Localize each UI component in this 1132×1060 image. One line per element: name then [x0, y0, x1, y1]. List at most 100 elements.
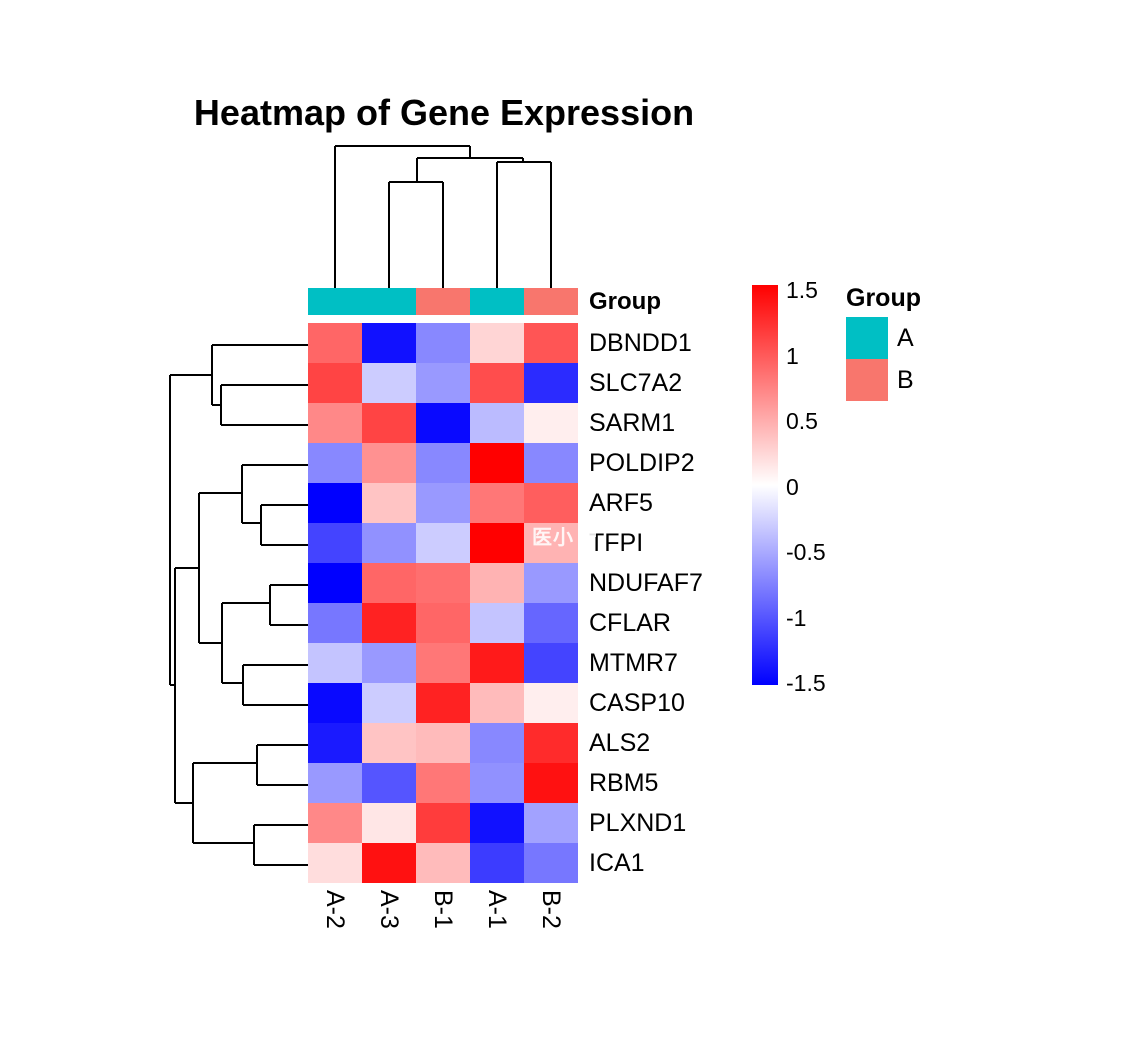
annotation-cell-A-1 [470, 288, 524, 315]
heatmap-cell [416, 803, 470, 843]
heatmap-cell [308, 843, 362, 883]
annotation-cell-A-3 [362, 288, 416, 315]
heatmap-cell [416, 843, 470, 883]
heatmap-cell [470, 643, 524, 683]
heatmap-cell [308, 403, 362, 443]
column-label-A-1: A-1 [483, 890, 511, 929]
heatmap-cell [308, 603, 362, 643]
row-label-ARF5: ARF5 [589, 489, 653, 517]
row-label-ICA1: ICA1 [589, 849, 645, 877]
heatmap-cell [524, 843, 578, 883]
annotation-cell-B-1 [416, 288, 470, 315]
heatmap-cell [470, 763, 524, 803]
heatmap-cell [524, 763, 578, 803]
row-label-PLXND1: PLXND1 [589, 809, 687, 837]
heatmap-cell [416, 523, 470, 563]
legend-swatch-A [846, 317, 888, 359]
heatmap-cell [416, 603, 470, 643]
row-label-TFPI: TFPI [589, 529, 644, 557]
heatmap-cell [362, 803, 416, 843]
heatmap-cell [416, 563, 470, 603]
column-label-B-1: B-1 [429, 890, 457, 929]
row-label-DBNDD1: DBNDD1 [589, 329, 692, 357]
heatmap-cell [524, 403, 578, 443]
colorbar-tick-label: 0 [786, 473, 799, 500]
row-label-RBM5: RBM5 [589, 769, 659, 797]
heatmap-cell [308, 323, 362, 363]
annotation-cell-B-2 [524, 288, 578, 315]
heatmap-cell [470, 483, 524, 523]
heatmap-cell [416, 443, 470, 483]
heatmap-cell [362, 483, 416, 523]
watermark: 医小 [532, 527, 574, 549]
heatmap-cell [416, 643, 470, 683]
legend-swatch-B [846, 359, 888, 401]
heatmap-cell [524, 363, 578, 403]
heatmap-cell [362, 443, 416, 483]
colorbar-tick-label: 1.5 [786, 277, 818, 303]
heatmap-cell [524, 563, 578, 603]
colorbar-tick-label: 1 [786, 342, 799, 369]
heatmap-cell [362, 643, 416, 683]
heatmap-cell [524, 803, 578, 843]
heatmap-cell [362, 763, 416, 803]
heatmap-cell [524, 483, 578, 523]
row-label-CFLAR: CFLAR [589, 609, 671, 637]
heatmap-cell [308, 723, 362, 763]
column-label-A-3: A-3 [375, 890, 403, 929]
heatmap-cell [470, 443, 524, 483]
annotation-cell-A-2 [308, 288, 362, 315]
heatmap-cell [416, 323, 470, 363]
heatmap-cell [524, 323, 578, 363]
heatmap-cell [524, 683, 578, 723]
row-label-ALS2: ALS2 [589, 729, 651, 757]
heatmap-cell [362, 523, 416, 563]
heatmap-cell [470, 603, 524, 643]
heatmap-cell [524, 443, 578, 483]
watermark-fragment [583, 529, 596, 537]
heatmap-cell [308, 763, 362, 803]
row-label-CASP10: CASP10 [589, 689, 685, 717]
annotation-row-label: Group [589, 288, 661, 315]
heatmap-cell [362, 363, 416, 403]
row-label-SARM1: SARM1 [589, 409, 676, 437]
heatmap-cell [524, 603, 578, 643]
heatmap-cell [470, 403, 524, 443]
heatmap-cell [362, 723, 416, 763]
heatmap-cell [362, 563, 416, 603]
heatmap-cell [416, 683, 470, 723]
colorbar-tick-label: 0.5 [786, 408, 818, 434]
plot-title: Heatmap of Gene Expression [193, 92, 695, 133]
column-dendrogram [334, 145, 552, 288]
heatmap-cell [362, 843, 416, 883]
heatmap-cell [470, 843, 524, 883]
heatmap-cell [308, 643, 362, 683]
heatmap-cell [524, 523, 578, 563]
heatmap-cell [308, 683, 362, 723]
heatmap-cell [416, 363, 470, 403]
row-dendrogram [169, 344, 308, 866]
heatmap-cell [470, 363, 524, 403]
row-label-POLDIP2: POLDIP2 [589, 449, 695, 477]
heatmap-cell [362, 683, 416, 723]
heatmap-cell [308, 803, 362, 843]
column-label-B-2: B-2 [537, 890, 565, 929]
heatmap-cell [470, 803, 524, 843]
heatmap-cell [470, 523, 524, 563]
colorbar-tick-label: -0.5 [786, 539, 826, 565]
legend-label-A: A [897, 324, 914, 352]
heatmap-cell [308, 523, 362, 563]
legend-title: Group [846, 284, 921, 312]
heatmap-cell [416, 403, 470, 443]
colorbar-tick-label: -1.5 [786, 670, 826, 696]
heatmap-cell [470, 323, 524, 363]
heatmap-cell [362, 323, 416, 363]
heatmap-cell [470, 563, 524, 603]
heatmap-cell [362, 603, 416, 643]
heatmap-cell [524, 643, 578, 683]
heatmap-cell [308, 563, 362, 603]
row-label-SLC7A2: SLC7A2 [589, 369, 683, 397]
heatmap-cell [308, 443, 362, 483]
